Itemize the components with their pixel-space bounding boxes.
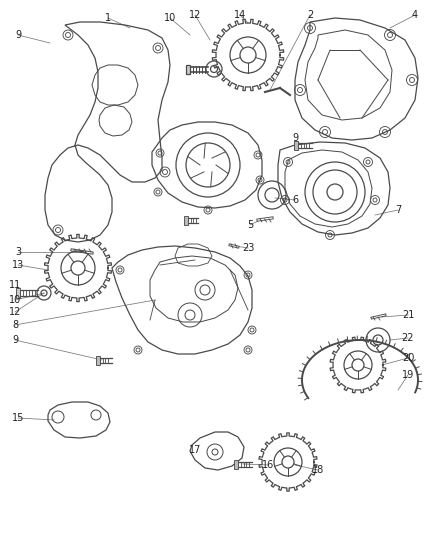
Text: 23: 23: [242, 243, 254, 253]
Polygon shape: [96, 356, 100, 365]
Text: 13: 13: [12, 260, 24, 270]
Text: 12: 12: [9, 307, 21, 317]
Text: 19: 19: [402, 370, 414, 380]
Text: 9: 9: [15, 30, 21, 40]
Polygon shape: [16, 288, 20, 298]
Text: 20: 20: [402, 353, 414, 363]
Text: 12: 12: [189, 10, 201, 20]
Text: 9: 9: [12, 335, 18, 345]
Text: 21: 21: [402, 310, 414, 320]
Text: 5: 5: [247, 220, 253, 230]
Text: 8: 8: [12, 320, 18, 330]
Text: 17: 17: [189, 445, 201, 455]
Text: 10: 10: [9, 295, 21, 305]
Text: 6: 6: [292, 195, 298, 205]
Text: 7: 7: [395, 205, 401, 215]
Text: 9: 9: [292, 133, 298, 143]
Text: 11: 11: [9, 280, 21, 290]
Text: 2: 2: [307, 10, 313, 20]
Polygon shape: [184, 216, 188, 225]
Text: 16: 16: [262, 460, 274, 470]
Text: 14: 14: [234, 10, 246, 20]
Text: 18: 18: [312, 465, 324, 475]
Polygon shape: [186, 65, 190, 74]
Polygon shape: [234, 460, 238, 469]
Text: 4: 4: [412, 10, 418, 20]
Text: 15: 15: [12, 413, 24, 423]
Text: 3: 3: [15, 247, 21, 257]
Text: 22: 22: [402, 333, 414, 343]
Text: 10: 10: [164, 13, 176, 23]
Polygon shape: [294, 141, 298, 150]
Text: 1: 1: [105, 13, 111, 23]
